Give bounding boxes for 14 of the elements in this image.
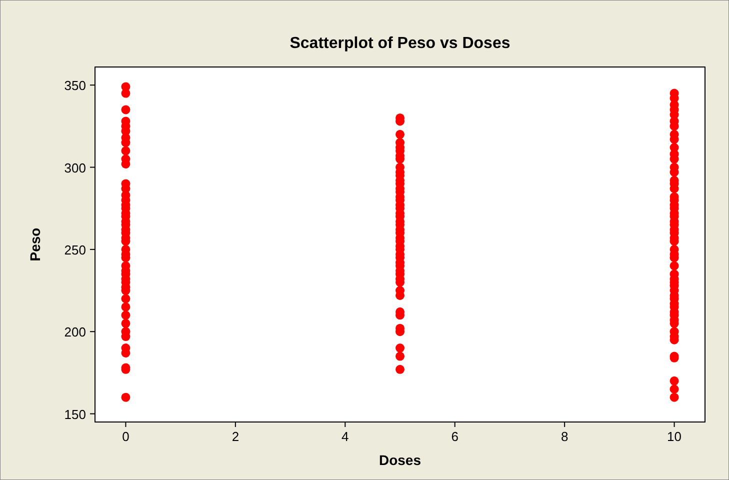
y-tick-label: 350 — [64, 78, 86, 94]
y-tick-label: 150 — [64, 406, 86, 422]
x-tick-label: 6 — [451, 429, 458, 444]
x-axis-title: Doses — [378, 452, 422, 468]
x-tick-label: 10 — [667, 429, 682, 444]
y-tick-label: 300 — [64, 160, 86, 176]
x-tick-label: 4 — [342, 429, 349, 444]
chart-title: Scatterplot of Peso vs Doses — [290, 35, 510, 52]
y-axis-title: Peso — [27, 228, 43, 262]
x-tick-label: 8 — [560, 429, 568, 444]
x-tick-label: 2 — [232, 429, 240, 444]
x-tick-label: 0 — [122, 429, 130, 444]
y-tick-label: 200 — [64, 324, 86, 340]
y-tick-label: 250 — [64, 242, 86, 258]
